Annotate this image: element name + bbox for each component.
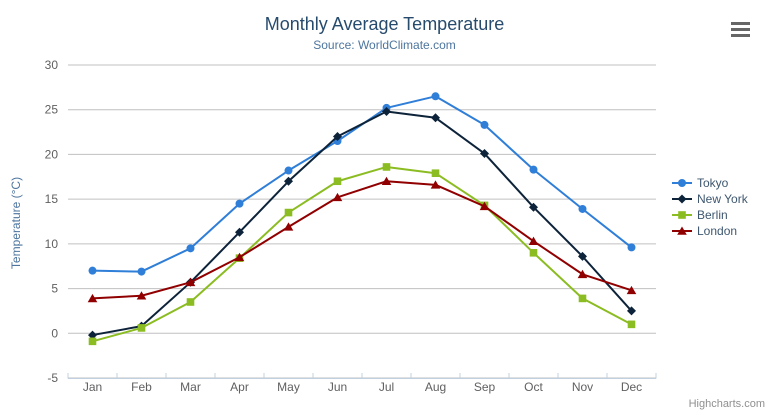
series-line-new-york[interactable] [91,110,633,337]
legend-item-london[interactable]: London [672,225,748,237]
x-axis-label: Nov [572,380,593,394]
data-point-berlin[interactable] [431,169,440,178]
chart-subtitle: Source: WorldClimate.com [313,38,456,52]
x-axis-label: Dec [621,380,642,394]
y-axis-label: 0 [51,326,58,340]
data-point-berlin[interactable] [578,294,587,303]
data-point-berlin[interactable] [382,163,391,171]
x-axis-label: Aug [425,380,446,394]
y-axis-label: 30 [45,58,59,72]
data-point-london[interactable] [185,277,196,287]
data-point-new-york[interactable] [88,330,97,340]
legend-item-new-york[interactable]: New York [672,193,748,205]
series-line-tokyo[interactable] [91,95,633,273]
data-point-berlin[interactable] [186,298,195,306]
data-point-tokyo[interactable] [88,266,97,275]
legend-marker-icon [672,211,692,219]
data-point-berlin[interactable] [333,177,342,186]
y-axis-label: 25 [45,103,59,117]
y-axis-label: 15 [45,192,59,206]
credits-link[interactable]: Highcharts.com [688,398,765,410]
data-point-new-york[interactable] [284,176,293,186]
data-point-berlin[interactable] [627,320,636,329]
y-axis-label: 20 [45,147,59,161]
hamburger-menu-icon [731,21,750,25]
data-point-new-york[interactable] [627,306,636,316]
data-point-berlin[interactable] [284,208,293,217]
data-point-new-york[interactable] [578,251,587,261]
y-axis-label: -5 [47,371,58,385]
data-point-tokyo[interactable] [529,165,538,174]
data-point-tokyo[interactable] [137,267,146,276]
data-point-new-york[interactable] [333,132,342,142]
data-point-tokyo[interactable] [235,199,244,208]
hamburger-menu-icon [731,27,750,31]
legend-item-tokyo[interactable]: Tokyo [672,177,748,189]
data-point-london[interactable] [381,176,392,186]
chart-title: Monthly Average Temperature [264,14,505,34]
legend-marker-icon [672,179,692,187]
data-point-berlin[interactable] [88,337,97,346]
x-axis-label: Apr [230,380,249,394]
data-point-london[interactable] [283,222,294,231]
data-point-london[interactable] [430,180,441,189]
x-axis-label: Feb [131,380,152,394]
data-point-tokyo[interactable] [578,204,587,213]
x-axis-label: Sep [474,380,496,394]
data-point-tokyo[interactable] [480,120,489,129]
series-line-london[interactable] [91,180,633,300]
data-point-london[interactable] [332,192,343,202]
y-axis-label: 5 [51,282,58,296]
legend-marker-icon [672,226,692,235]
legend-item-label: Tokyo [697,176,729,190]
x-axis-label: May [277,380,300,394]
hamburger-menu-icon [731,33,750,37]
series-line-berlin[interactable] [91,165,633,343]
data-point-new-york[interactable] [529,202,538,212]
data-point-london[interactable] [626,285,637,295]
x-axis-label: Jun [328,380,347,394]
legend-marker-icon [672,194,692,204]
data-point-berlin[interactable] [137,324,146,332]
data-point-london[interactable] [87,293,98,303]
legend-item-berlin[interactable]: Berlin [672,209,748,221]
data-point-london[interactable] [528,236,539,245]
data-point-london[interactable] [577,269,588,279]
chart-context-menu-button[interactable] [729,18,753,40]
data-point-tokyo[interactable] [284,166,293,175]
legend: Tokyo New York Berlin London [672,177,748,237]
legend-item-label: London [697,224,738,238]
data-point-new-york[interactable] [431,113,440,123]
legend-item-label: Berlin [697,208,728,222]
x-axis-label: Oct [524,380,543,394]
data-point-tokyo[interactable] [627,243,636,252]
data-point-london[interactable] [479,201,490,211]
x-axis-label: Jul [379,380,394,394]
data-point-new-york[interactable] [235,227,244,237]
data-point-tokyo[interactable] [186,244,195,253]
y-axis-label: 10 [45,237,59,251]
x-axis-label: Jan [83,380,102,394]
data-point-tokyo[interactable] [431,92,440,101]
data-point-berlin[interactable] [529,249,538,257]
data-point-london[interactable] [136,291,147,300]
data-point-london[interactable] [234,252,245,262]
data-point-new-york[interactable] [480,149,489,159]
legend-item-label: New York [697,192,748,206]
data-point-new-york[interactable] [382,107,391,117]
x-axis-label: Mar [180,380,201,394]
